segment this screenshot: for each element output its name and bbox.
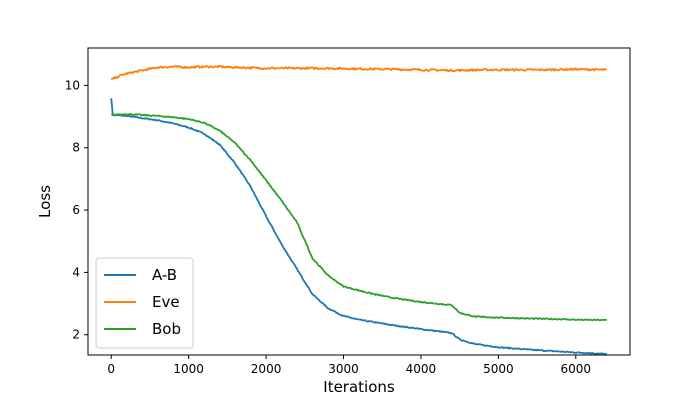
x-tick-label: 3000: [328, 362, 359, 376]
series-line-a-b: [110, 98, 607, 356]
y-tick-label: 8: [72, 141, 80, 155]
plot-lines: [110, 64, 608, 356]
x-tick-label: 1000: [173, 362, 204, 376]
legend-label: Bob: [152, 320, 181, 338]
series-line-eve: [110, 64, 608, 81]
y-tick-label: 6: [72, 203, 80, 217]
x-tick-label: 0: [107, 362, 115, 376]
y-axis-ticks: 2 4 6 8 10: [65, 78, 88, 342]
x-axis-label: Iterations: [323, 378, 395, 396]
y-tick-label: 2: [72, 328, 80, 342]
legend-box: [95, 257, 194, 349]
legend-label: Eve: [152, 293, 180, 311]
y-tick-label: 4: [72, 265, 80, 279]
plot-frame: [87, 47, 631, 356]
x-tick-label: 5000: [483, 362, 514, 376]
legend-label: A-B: [152, 266, 177, 284]
series-line-bob: [111, 113, 607, 322]
y-axis-label: Loss: [36, 185, 54, 218]
x-axis-ticks: 0 1000 2000 3000 4000 5000 6000: [107, 355, 591, 376]
x-tick-label: 2000: [251, 362, 282, 376]
y-tick-label: 10: [65, 78, 80, 92]
legend: A-B Eve Bob: [95, 257, 194, 349]
x-tick-label: 6000: [561, 362, 592, 376]
x-tick-label: 4000: [406, 362, 437, 376]
